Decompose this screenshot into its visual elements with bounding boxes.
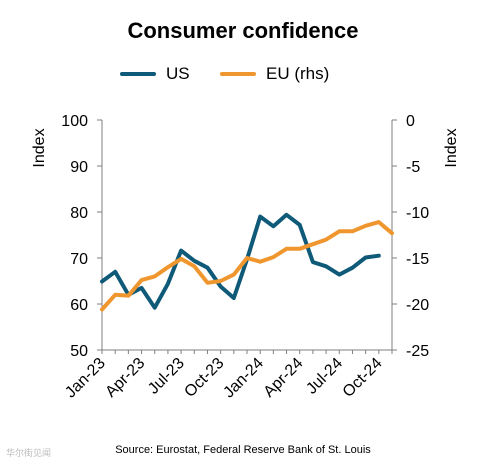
legend-label-eu: EU (rhs): [266, 64, 330, 83]
x-tick-label: Oct-23: [181, 355, 227, 401]
y-tick-label-right: -5: [406, 159, 420, 176]
x-tick-label: Apr-24: [261, 355, 307, 401]
y-axis-title-left: Index: [31, 128, 48, 167]
y-tick-label-right: -25: [406, 343, 429, 360]
y-tick-label-right: -10: [406, 205, 429, 222]
watermark: 华尔街见闻: [6, 448, 52, 458]
legend-swatch-us: [120, 72, 156, 76]
y-tick-label-left: 70: [70, 251, 88, 268]
x-tick-label: Apr-23: [102, 355, 148, 401]
legend-label-us: US: [166, 64, 190, 83]
legend-item-us: US: [120, 62, 190, 86]
x-tick-label: Oct-24: [340, 355, 386, 401]
y-tick-label-left: 50: [70, 343, 88, 360]
y-tick-label-left: 60: [70, 297, 88, 314]
line-chart: 50 60 70 80 90 100 -25 -20 -15 -10 -5 0 Index Index Ja…: [31, 113, 460, 402]
x-tick-label: Jan-24: [220, 355, 267, 402]
y-axis-title-right: Index: [443, 128, 460, 167]
y-tick-label-left: 90: [70, 159, 88, 176]
legend-item-eu: EU (rhs): [220, 62, 329, 86]
series-line-us: [100, 212, 381, 310]
legend-swatch-eu: [220, 72, 256, 76]
y-tick-label-left: 80: [70, 205, 88, 222]
y-tick-label-left: 100: [61, 113, 88, 130]
source-note: Source: Eurostat, Federal Reserve Bank o…: [115, 444, 371, 456]
y-tick-label-right: -15: [406, 251, 429, 268]
y-tick-label-right: 0: [406, 113, 415, 130]
legend: US EU (rhs): [0, 62, 486, 86]
chart-title: Consumer confidence: [127, 18, 359, 43]
x-tick-label: Jul-23: [145, 355, 188, 398]
x-tick-label: Jul-24: [303, 355, 346, 398]
x-tick-label: Jan-23: [62, 355, 109, 402]
y-tick-label-right: -20: [406, 297, 429, 314]
